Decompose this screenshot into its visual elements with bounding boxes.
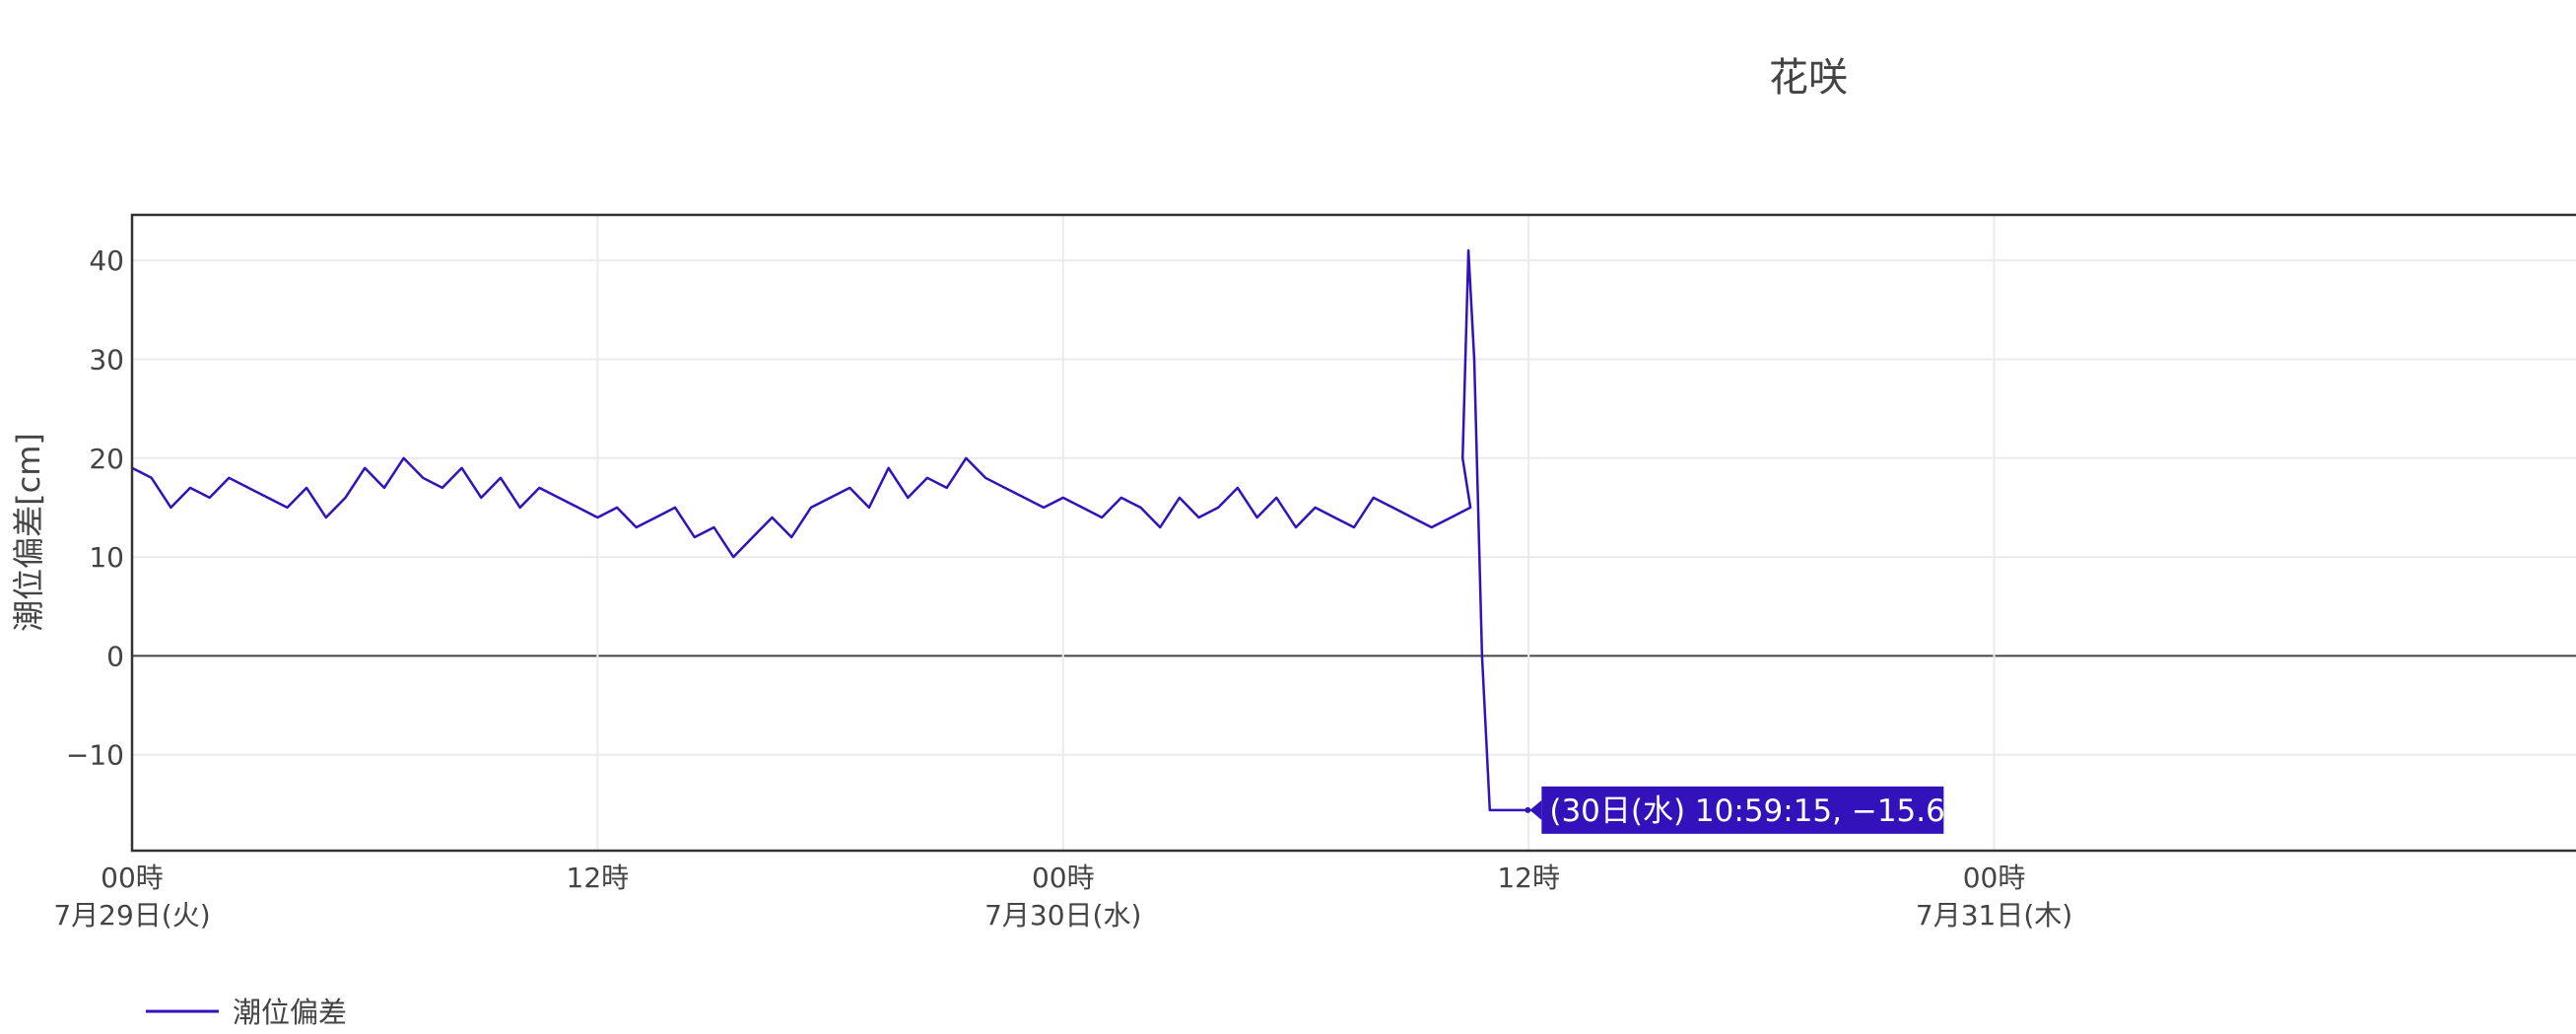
y-tick-label: 30: [89, 343, 124, 376]
x-tick-label: 00時: [101, 862, 164, 894]
hover-point: [1525, 806, 1531, 813]
series-line: [131, 248, 1528, 812]
chart-title: 花咲: [1769, 55, 1848, 101]
hover-box: [1541, 786, 1944, 834]
y-axis: 40 30 20 10 0 −10: [66, 244, 124, 772]
x-axis: 00時 7月29日(火) 12時 00時 7月30日(水) 12時 00時 7月31日(木): [53, 862, 2072, 931]
legend-item-label: 潮位偏差: [233, 996, 347, 1029]
x-tick-label: 00時: [1032, 862, 1095, 894]
y-tick-label: −10: [66, 739, 124, 772]
legend[interactable]: 潮位偏差: [146, 996, 347, 1029]
x-tick-date-label: 7月31日(木): [1916, 899, 2072, 931]
x-tick-label: 00時: [1963, 862, 2026, 894]
x-tick-date-label: 7月29日(火): [53, 899, 210, 931]
y-tick-label: 20: [89, 443, 124, 475]
plot-frame: [130, 213, 2576, 853]
x-tick-label: 12時: [567, 862, 630, 894]
plot-area[interactable]: [130, 213, 2576, 853]
y-tick-label: 10: [89, 541, 124, 574]
x-tick-date-label: 7月30日(水): [984, 899, 1141, 931]
hover-label: (30日(水) 10:59:15, −15.6): [1549, 793, 1957, 829]
y-tick-label: 40: [89, 244, 124, 277]
hover-tooltip: (30日(水) 10:59:15, −15.6): [1525, 786, 1957, 834]
x-tick-label: 12時: [1497, 862, 1560, 894]
hover-pointer: [1529, 799, 1542, 820]
y-axis-title: 潮位偏差[cm]: [10, 433, 47, 632]
y-tick-label: 0: [106, 640, 124, 672]
